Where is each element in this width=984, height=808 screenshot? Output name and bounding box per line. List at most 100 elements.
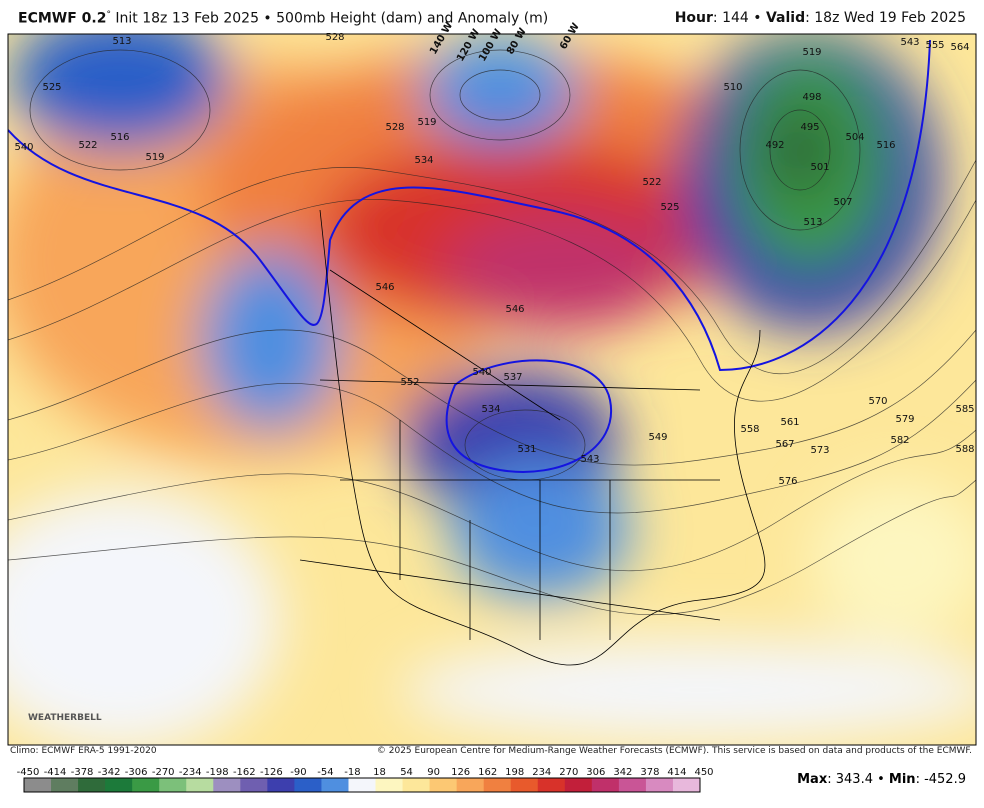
contour-label: 504 [845,132,864,143]
logo: WEATHERBELL [28,713,102,723]
contour-label: 531 [517,444,536,455]
max-sep: : [827,772,836,787]
colorbar-swatch [321,778,349,792]
contour-label: 510 [723,82,742,93]
min-label: Min [888,772,916,787]
contour-label: 540 [472,367,491,378]
colorbar-tick-label: -90 [290,767,306,778]
colorbar-tick-label: -198 [206,767,229,778]
valid: : 18z Wed 19 Feb 2025 [805,10,966,26]
contours [8,49,976,615]
colorbar-tick-label: -18 [344,767,360,778]
colorbar-tick-label: 378 [640,767,659,778]
colorbar: -450 -414 -378 -342 -306 -270 -234 -198 -162 -126… [17,767,714,793]
colorbar-swatch [186,778,214,792]
colorbar-swatch [159,778,187,792]
colorbar-swatch [618,778,647,792]
colorbar-swatch [510,778,539,792]
colorbar-swatch [672,778,701,792]
colorbar-tick-label: 234 [532,767,551,778]
contour-label: 543 [580,454,599,465]
colorbar-tick-label: -54 [317,767,333,778]
contour-label: 573 [810,445,829,456]
contour-label: 537 [503,372,522,383]
contour-label: 534 [414,155,433,166]
colorbar-swatch [456,778,485,792]
contour-label: 564 [950,42,969,53]
contour-label: 567 [775,439,794,450]
hour-label: Hour [674,10,713,26]
extrema: Max: 343.4 • Min: -452.9 [797,772,966,787]
colorbar-tick-label: -234 [179,767,202,778]
min: -452.9 [924,772,966,787]
contour-label: 516 [876,140,895,151]
colorbar-tick-label: 198 [505,767,524,778]
contour-label: 513 [803,217,822,228]
colorbar-swatch [564,778,593,792]
borders [299,209,766,666]
contour-label: 561 [780,417,799,428]
colorbar-tick-label: 90 [427,767,440,778]
colorbar-swatch [213,778,241,792]
colorbar-tick-label: -306 [125,767,148,778]
colorbar-swatch [483,778,512,792]
contour-label: 498 [802,92,821,103]
colorbar-tick-label: 126 [451,767,470,778]
climo: Climo: ECMWF ERA-5 1991-2020 [10,746,157,756]
contour-label: 543 [900,37,919,48]
copyright: © 2025 European Centre for Medium-Range … [376,746,972,756]
colorbar-swatch [429,778,458,792]
contour-label: 522 [78,140,97,151]
contour-label: 588 [955,444,974,455]
contour-label: 519 [145,152,164,163]
colorbar-swatch [51,778,79,792]
contour-label: 549 [648,432,667,443]
header-left: ECMWF 0.2° Init 18z 13 Feb 2025 • 500mb … [18,10,548,27]
colorbar-swatch [537,778,566,792]
colorbar-swatch [24,778,52,792]
contour-label: 516 [110,132,129,143]
contour-label: 501 [810,162,829,173]
contour-label: 552 [400,377,419,388]
colorbar-tick-label: 54 [400,767,413,778]
anomaly-field [8,34,976,745]
contour-label: 570 [868,396,887,407]
header-right: Hour: 144 • Valid: 18z Wed 19 Feb 2025 [675,10,966,26]
init: Init 18z 13 Feb 2025 • 500mb Height (dam… [115,10,549,27]
colorbar-swatch [294,778,322,792]
contour-label: 513 [112,36,131,47]
contour-label: 558 [740,424,759,435]
contour-label: 507 [833,197,852,208]
degree: ° [106,10,111,20]
contour-label: 546 [375,282,394,293]
colorbar-tick-label: -414 [44,767,67,778]
colorbar-tick-label: 342 [613,767,632,778]
colorbar-tick-label: -450 [17,767,40,778]
colorbar-tick-label: -342 [98,767,121,778]
hour: : 144 • [712,10,766,26]
contour-label: 528 [325,32,344,43]
colorbar-swatch [402,778,431,792]
colorbar-tick-label: -162 [233,767,256,778]
contour-label: 585 [955,404,974,415]
colorbar-tick-label: -378 [71,767,94,778]
contour-label: 519 [802,47,821,58]
contour-label: 546 [505,304,524,315]
colorbar-swatch [105,778,133,792]
colorbar-frame [23,777,701,793]
colorbar-swatch [375,778,404,792]
max-label: Max [797,772,828,787]
valid-label: Valid [765,10,806,26]
colorbar-swatch [645,778,674,792]
contour-label: 534 [481,404,500,415]
contour-label: 519 [417,117,436,128]
colorbar-swatch [348,778,377,792]
colorbar-tick-label: 270 [559,767,578,778]
contour-label: 582 [890,435,909,446]
contour-label: 528 [385,122,404,133]
contour-label: 555 [925,40,944,51]
model: ECMWF 0.2 [18,10,107,27]
contour-label: 579 [895,414,914,425]
